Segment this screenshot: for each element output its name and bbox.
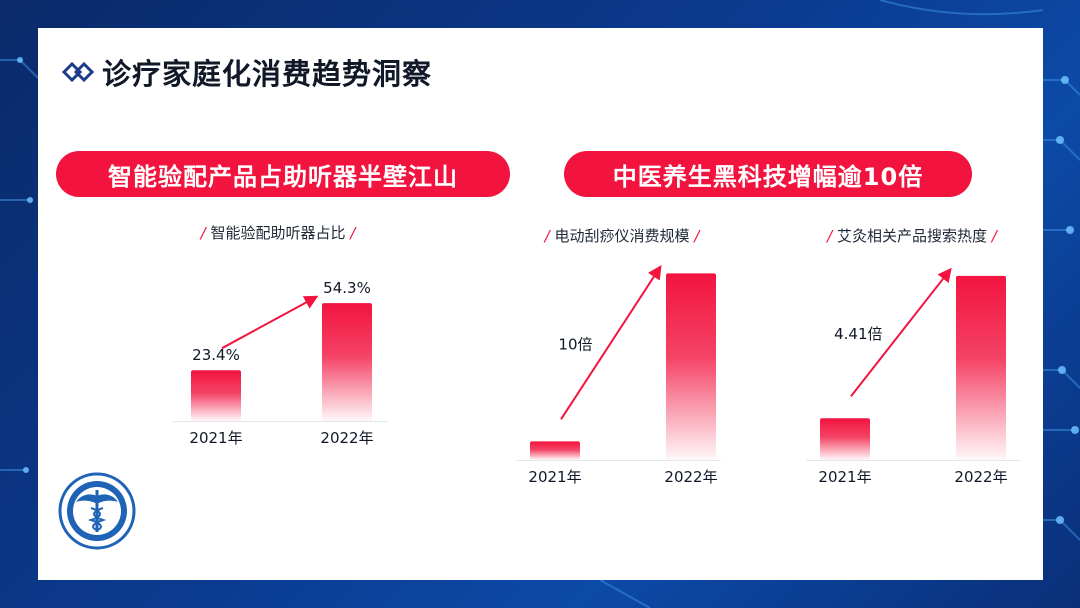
headline-pill-left: 智能验配产品占助听器半壁江山 bbox=[56, 151, 510, 197]
headline-pill-right: 中医养生黑科技增幅逾10倍 bbox=[564, 151, 972, 197]
arrow-label-2: 10倍 bbox=[558, 335, 592, 353]
growth-arrow-3 bbox=[850, 267, 952, 397]
page-title: 诊疗家庭化消费趋势洞察 bbox=[102, 57, 433, 91]
category-label-3-2: 2022年 bbox=[954, 468, 1007, 486]
bar-2-2 bbox=[666, 273, 716, 460]
bar-2-1 bbox=[530, 441, 580, 460]
data-label-1-1: 23.4% bbox=[192, 346, 240, 364]
arrow-label-3: 4.41倍 bbox=[834, 325, 882, 343]
page-header: 诊疗家庭化消费趋势洞察 bbox=[62, 52, 432, 92]
category-label-1-1: 2021年 bbox=[189, 429, 242, 447]
chart-title-3: / 艾灸相关产品搜索热度 / bbox=[825, 227, 999, 245]
bar-1-1 bbox=[191, 370, 241, 421]
bar-charts: / 智能验配助听器占比 / 2021年 23.4% 2022年 54.3% / 电动刮痧仪… bbox=[173, 224, 1021, 486]
growth-arrow-1 bbox=[221, 295, 319, 350]
double-diamond-icon bbox=[62, 61, 94, 83]
data-label-1-2: 54.3% bbox=[323, 279, 371, 297]
chart-title-1: / 智能验配助听器占比 / bbox=[199, 224, 358, 242]
bar-1-2 bbox=[322, 303, 372, 421]
bar-3-2 bbox=[956, 275, 1006, 460]
category-label-2-1: 2021年 bbox=[528, 468, 581, 486]
bar-3-1 bbox=[820, 418, 870, 460]
category-label-3-1: 2021年 bbox=[818, 468, 871, 486]
category-label-2-2: 2022年 bbox=[664, 468, 717, 486]
content-card: 诊疗家庭化消费趋势洞察 智能验配产品占助听器半壁江山 中医养生黑科技增幅逾10倍… bbox=[38, 28, 1043, 580]
medical-caduceus-seal-icon bbox=[58, 472, 136, 550]
chart-title-2: / 电动刮痧仪消费规模 / bbox=[543, 227, 702, 245]
category-label-1-2: 2022年 bbox=[320, 429, 373, 447]
growth-arrow-2 bbox=[560, 264, 662, 420]
